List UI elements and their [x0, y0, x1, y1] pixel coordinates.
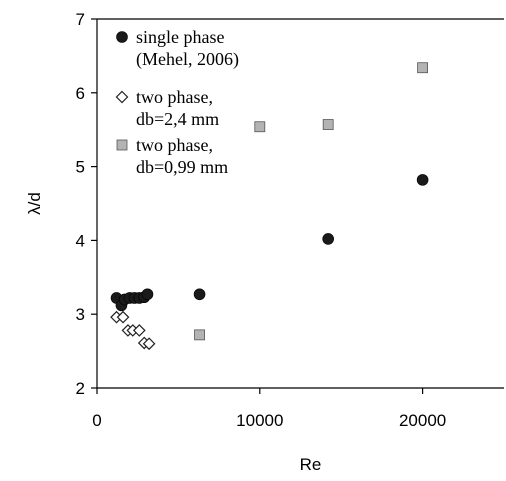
y-tick-label: 4	[76, 231, 85, 250]
x-axis-label: Re	[300, 455, 322, 474]
x-axis-ticks: 0 10000 20000	[92, 388, 446, 430]
y-axis-ticks: 2 3 4 5 6 7	[76, 10, 97, 398]
legend-entry-text: single phase	[136, 27, 224, 47]
data-point	[194, 329, 205, 341]
data-point	[322, 119, 334, 130]
data-point	[193, 288, 206, 301]
data-point	[417, 62, 429, 74]
x-tick-label: 0	[92, 411, 101, 430]
legend: single phase(Mehel, 2006)two phase,db=2,…	[115, 27, 239, 177]
data-point	[116, 310, 130, 324]
data-point	[322, 233, 334, 245]
plot-frame	[96, 18, 504, 389]
data-point	[132, 324, 146, 337]
x-tick-label: 10000	[236, 411, 283, 430]
y-tick-label: 2	[76, 379, 85, 398]
legend-entry-text: db=0,99 mm	[136, 157, 228, 177]
x-tick-label: 20000	[399, 411, 446, 430]
data-points	[110, 62, 429, 351]
legend-entry-text: two phase,	[136, 135, 213, 155]
y-tick-label: 6	[76, 84, 85, 103]
y-tick-label: 5	[76, 158, 85, 177]
y-axis-label: λ/d	[25, 192, 44, 215]
data-point	[416, 174, 429, 186]
data-point	[141, 288, 154, 301]
legend-entry-text: two phase,	[136, 87, 213, 107]
legend-entry-text: (Mehel, 2006)	[136, 49, 239, 70]
legend-entry-text: db=2,4 mm	[136, 109, 219, 129]
legend-marker	[116, 139, 128, 151]
y-tick-label: 7	[76, 10, 85, 29]
data-point	[254, 121, 266, 133]
data-point	[142, 337, 156, 351]
y-tick-label: 3	[76, 305, 85, 324]
legend-marker	[116, 31, 128, 43]
legend-marker	[115, 90, 129, 104]
